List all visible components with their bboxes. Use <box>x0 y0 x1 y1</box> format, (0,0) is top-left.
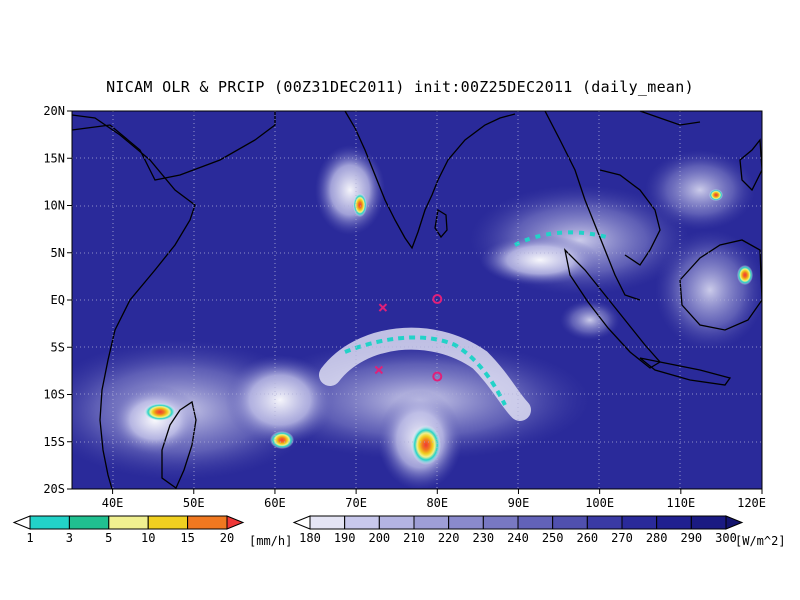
precip-arabian-sea <box>353 193 367 217</box>
olr-colorbar-label: 300 <box>715 531 737 545</box>
coast-india <box>344 111 516 250</box>
olr-colorbar-swatch <box>586 515 623 530</box>
storm-markers <box>374 294 443 382</box>
olr-colorbar-swatch <box>413 515 450 530</box>
olr-colorbar-swatch <box>309 515 346 530</box>
precip-colorbar-swatch <box>147 515 189 530</box>
precip-colorbar-label: 15 <box>180 531 194 545</box>
precip-colorbar-label: 5 <box>105 531 112 545</box>
longitude-axis: 40E 50E 60E 70E 80E 90E 100E 110E 120E <box>102 489 766 510</box>
olr-colorbar-label: 270 <box>611 531 633 545</box>
olr-colorbar-swatch <box>378 515 415 530</box>
precip-madagascar-west <box>144 403 176 421</box>
lat-tick-label: 5N <box>51 246 65 260</box>
precip-colorbar-swatch <box>187 515 228 530</box>
lat-tick-label: 10N <box>43 199 65 213</box>
map-plot-area <box>72 111 762 489</box>
lat-tick-label: 10S <box>43 388 65 402</box>
coast-sri-lanka <box>434 208 448 239</box>
precip-colorbar: 1 3 5 10 15 20 <box>12 515 245 545</box>
olr-colorbar-label: 190 <box>334 531 356 545</box>
olr-unit: [W/m^2] <box>735 534 786 548</box>
precip-colorbar-swatch <box>226 515 245 530</box>
olr-colorbar-swatch <box>292 515 311 530</box>
olr-colorbar-swatch <box>690 515 727 530</box>
lat-tick-label: EQ <box>51 293 65 307</box>
cloud-bay-of-bengal <box>480 235 600 285</box>
coast-philippines <box>739 138 762 192</box>
storm-marker-o <box>432 371 443 382</box>
olr-colorbar-swatch <box>656 515 692 530</box>
lat-tick-label: 5S <box>51 340 65 354</box>
precip-colorbar-swatch <box>108 515 149 530</box>
olr-colorbar-swatch <box>621 515 658 530</box>
precip-colorbar-swatch <box>68 515 110 530</box>
coast-arabia <box>72 111 276 181</box>
lat-tick-label: 20N <box>43 104 65 118</box>
coast-java <box>639 357 732 386</box>
storm-marker-o <box>432 294 443 305</box>
coast-south-china <box>639 111 701 126</box>
lat-tick-label: 15N <box>43 151 65 165</box>
precip-colorbar-label: 3 <box>66 531 73 545</box>
olr-colorbar-swatch <box>725 515 744 530</box>
lon-tick-label: 60E <box>264 496 286 510</box>
latitude-axis: 20N 15N 10N 5N EQ 5S 10S 15S 20S <box>43 104 72 496</box>
coast-borneo <box>679 239 762 331</box>
olr-colorbar-label: 280 <box>646 531 668 545</box>
cloud-band-west-streak <box>225 355 335 445</box>
olr-colorbar-swatch <box>552 515 588 530</box>
olr-colorbar-label: 250 <box>542 531 564 545</box>
precip-colorbar-swatch <box>12 515 31 530</box>
olr-colorbar-label: 180 <box>299 531 321 545</box>
coast-sumatra <box>563 248 662 369</box>
precip-scs <box>709 189 723 201</box>
storm-marker-x <box>374 365 384 375</box>
cloud-borneo <box>655 230 762 350</box>
olr-colorbar-label: 230 <box>472 531 494 545</box>
olr-colorbar-label: 260 <box>576 531 598 545</box>
lon-tick-label: 120E <box>737 496 766 510</box>
olr-colorbar-label: 210 <box>403 531 425 545</box>
olr-colorbar-label: 220 <box>438 531 460 545</box>
precip-colorbar-swatch <box>29 515 70 530</box>
olr-colorbar-label: 200 <box>368 531 390 545</box>
precip-cyclone-core <box>411 425 441 465</box>
lon-tick-label: 80E <box>426 496 448 510</box>
precip-unit: [mm/h] <box>249 534 292 548</box>
olr-colorbar-swatch <box>344 515 380 530</box>
olr-colorbar-swatch <box>482 515 519 530</box>
olr-colorbar: 180 190 200 210 220 230 240 250 260 270 280 290 300 <box>292 515 744 545</box>
chart-title: NICAM OLR & PRCIP (00Z31DEC2011) init:00… <box>106 78 694 96</box>
cloud-sumatra <box>560 300 620 340</box>
lat-tick-label: 15S <box>43 435 65 449</box>
cloud-south-china-sea <box>645 150 755 230</box>
lon-tick-label: 90E <box>508 496 530 510</box>
lon-tick-label: 110E <box>666 496 695 510</box>
lat-tick-label: 20S <box>43 482 65 496</box>
precip-borneo <box>737 265 753 285</box>
storm-marker-x <box>378 303 388 312</box>
olr-colorbar-swatch <box>517 515 554 530</box>
cloud-arabian-sea <box>315 145 385 235</box>
coast-africa <box>72 114 196 489</box>
lon-tick-label: 70E <box>345 496 367 510</box>
olr-colorbar-label: 290 <box>680 531 702 545</box>
coast-myanmar-malaysia <box>544 111 641 301</box>
precip-arc <box>344 335 507 406</box>
coast-indochina <box>599 169 661 266</box>
precip-colorbar-label: 1 <box>26 531 33 545</box>
olr-colorbar-label: 240 <box>507 531 529 545</box>
precip-south-cell <box>270 431 294 449</box>
olr-colorbar-swatch <box>448 515 484 530</box>
lon-tick-label: 100E <box>585 496 614 510</box>
precip-bay-band <box>514 230 611 247</box>
precip-colorbar-label: 10 <box>141 531 155 545</box>
precip-colorbar-label: 20 <box>220 531 234 545</box>
lon-tick-label: 50E <box>183 496 205 510</box>
lon-tick-label: 40E <box>102 496 124 510</box>
grid-lines <box>72 111 762 489</box>
